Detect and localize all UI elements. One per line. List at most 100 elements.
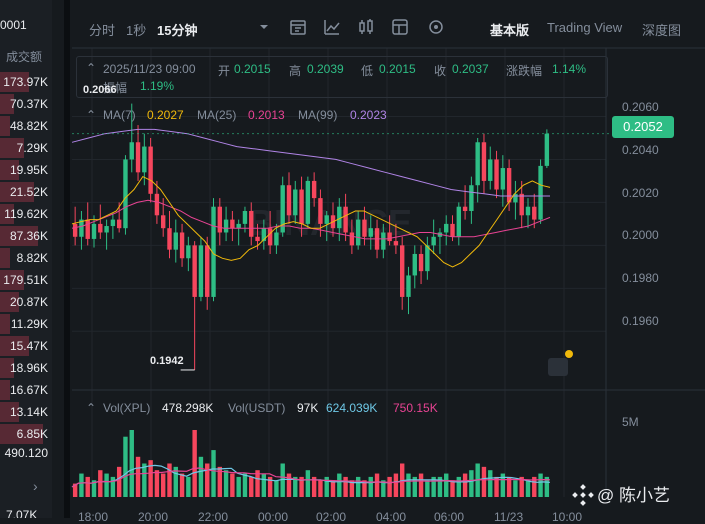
time-axis-label: 00:00 — [258, 510, 289, 524]
volume-bar — [412, 476, 417, 497]
ma7-value: 0.2027 — [147, 108, 184, 122]
calendar-icon[interactable] — [548, 358, 568, 376]
volume-bar — [192, 430, 197, 497]
order-book-value: 179.51K — [3, 273, 48, 287]
drawing-tool-icon[interactable] — [322, 17, 342, 37]
order-book-row[interactable]: 7.29K — [0, 137, 48, 159]
order-book-precision[interactable]: 0001 — [0, 18, 27, 32]
chart-toolbar: 分时 1秒 15分钟 基本版 Trading View 深度图 — [70, 0, 705, 52]
volume-bar — [79, 473, 84, 497]
volume-bar — [104, 473, 109, 497]
order-book-row[interactable]: 173.97K — [0, 71, 48, 93]
candle-body — [381, 232, 386, 250]
depth-bar — [0, 314, 10, 334]
candle-type-icon[interactable] — [356, 17, 376, 37]
candle-body — [387, 232, 392, 242]
view-tab-basic[interactable]: 基本版 — [490, 23, 530, 38]
order-book-value: 19.95K — [9, 163, 48, 177]
ma25-label: MA(25) — [197, 108, 237, 122]
volume-bar — [450, 480, 455, 497]
candle-body — [513, 193, 518, 203]
depth-bar — [0, 226, 39, 246]
volume-bar — [293, 476, 298, 497]
order-book-row[interactable]: 15.47K — [0, 335, 48, 357]
chevron-up-icon[interactable]: ⌃ — [86, 108, 97, 122]
volume-bar — [135, 456, 141, 497]
order-book-row[interactable]: 20.87K — [0, 291, 48, 313]
volume-bar — [148, 460, 153, 497]
volume-bar — [374, 473, 380, 497]
order-book-row[interactable]: 19.95K — [0, 159, 48, 181]
order-book-value: 173.97K — [3, 75, 48, 89]
ohlc-legend — [76, 56, 608, 98]
volume-bar — [154, 470, 160, 497]
candle-body — [249, 211, 254, 237]
order-book-value: 87.36K — [9, 229, 48, 243]
time-axis-label: 20:00 — [138, 510, 169, 524]
panel-divider[interactable] — [64, 0, 70, 518]
order-book-value: 13.14K — [9, 405, 48, 419]
chevron-down-icon[interactable] — [254, 17, 274, 37]
order-book-row[interactable]: 48.82K — [0, 115, 48, 137]
candle-body — [406, 275, 411, 297]
order-book-row[interactable]: 70.37K — [0, 93, 48, 115]
volume-bar — [525, 480, 531, 497]
depth-bar — [0, 358, 15, 378]
change-value: 1.14% — [552, 62, 587, 76]
volume-bar — [393, 473, 399, 497]
diamond-logo-icon — [572, 484, 594, 506]
candle-body — [412, 253, 417, 276]
candle-body — [129, 142, 134, 160]
order-book-row[interactable]: 87.36K — [0, 225, 48, 247]
candle-body — [293, 189, 298, 216]
chevron-up-icon[interactable]: ⌃ — [86, 401, 97, 415]
view-tab-depth[interactable]: 深度图 — [642, 23, 682, 38]
order-book-row[interactable]: 8.82K — [0, 247, 48, 269]
settings-icon[interactable] — [426, 17, 446, 37]
order-book-row[interactable]: 13.14K — [0, 401, 48, 423]
volume-bar — [274, 480, 279, 497]
time-axis-label: 02:00 — [316, 510, 347, 524]
order-book-value: 21.52K — [9, 185, 48, 199]
close-value: 0.2037 — [452, 62, 489, 76]
order-book-row[interactable]: 11.29K — [0, 313, 48, 335]
interval-tab-timeline[interactable]: 分时 — [89, 23, 116, 38]
depth-bar — [0, 204, 15, 224]
chevron-right-icon[interactable]: › — [33, 478, 38, 494]
interval-tab-1s[interactable]: 1秒 — [126, 23, 147, 38]
chevron-up-icon[interactable]: ⌃ — [86, 61, 97, 75]
volume-bar — [267, 476, 273, 497]
view-tab-tradingview[interactable]: Trading View — [547, 20, 623, 35]
ma99-line — [71, 128, 550, 197]
candle-body — [173, 232, 178, 250]
volume-bar — [532, 476, 537, 497]
volume-bar — [324, 476, 329, 497]
layout-icon[interactable] — [390, 17, 410, 37]
depth-bar — [0, 336, 29, 356]
price-axis-label: 0.1960 — [622, 314, 659, 328]
candle-body — [79, 219, 84, 237]
candle-body — [110, 219, 116, 227]
indicator-settings-icon[interactable] — [288, 17, 308, 37]
candle-body — [72, 223, 78, 237]
high-price-marker: 0.2066 — [83, 84, 117, 96]
order-book-value: 15.47K — [9, 339, 48, 353]
time-axis-label: 11/23 — [494, 510, 524, 524]
order-book-row[interactable]: 18.96K — [0, 357, 48, 379]
order-book-row[interactable]: 16.67K — [0, 379, 48, 401]
price-axis-label: 0.2020 — [622, 186, 659, 200]
ma25-value: 0.2013 — [248, 108, 285, 122]
order-book-row[interactable]: 6.85K — [0, 423, 48, 445]
order-book-row[interactable]: 21.52K — [0, 181, 48, 203]
order-book-value: 119.62K — [4, 207, 48, 221]
candle-body — [355, 219, 361, 246]
interval-tab-15m[interactable]: 15分钟 — [157, 23, 198, 38]
order-book-row[interactable]: 119.62K — [0, 203, 48, 225]
volume-bar — [381, 480, 386, 497]
order-book-row[interactable]: 179.51K — [0, 269, 48, 291]
candle-body — [362, 219, 367, 237]
candle-body — [475, 142, 480, 186]
volume-bar — [110, 476, 116, 497]
candle-body — [198, 245, 204, 297]
